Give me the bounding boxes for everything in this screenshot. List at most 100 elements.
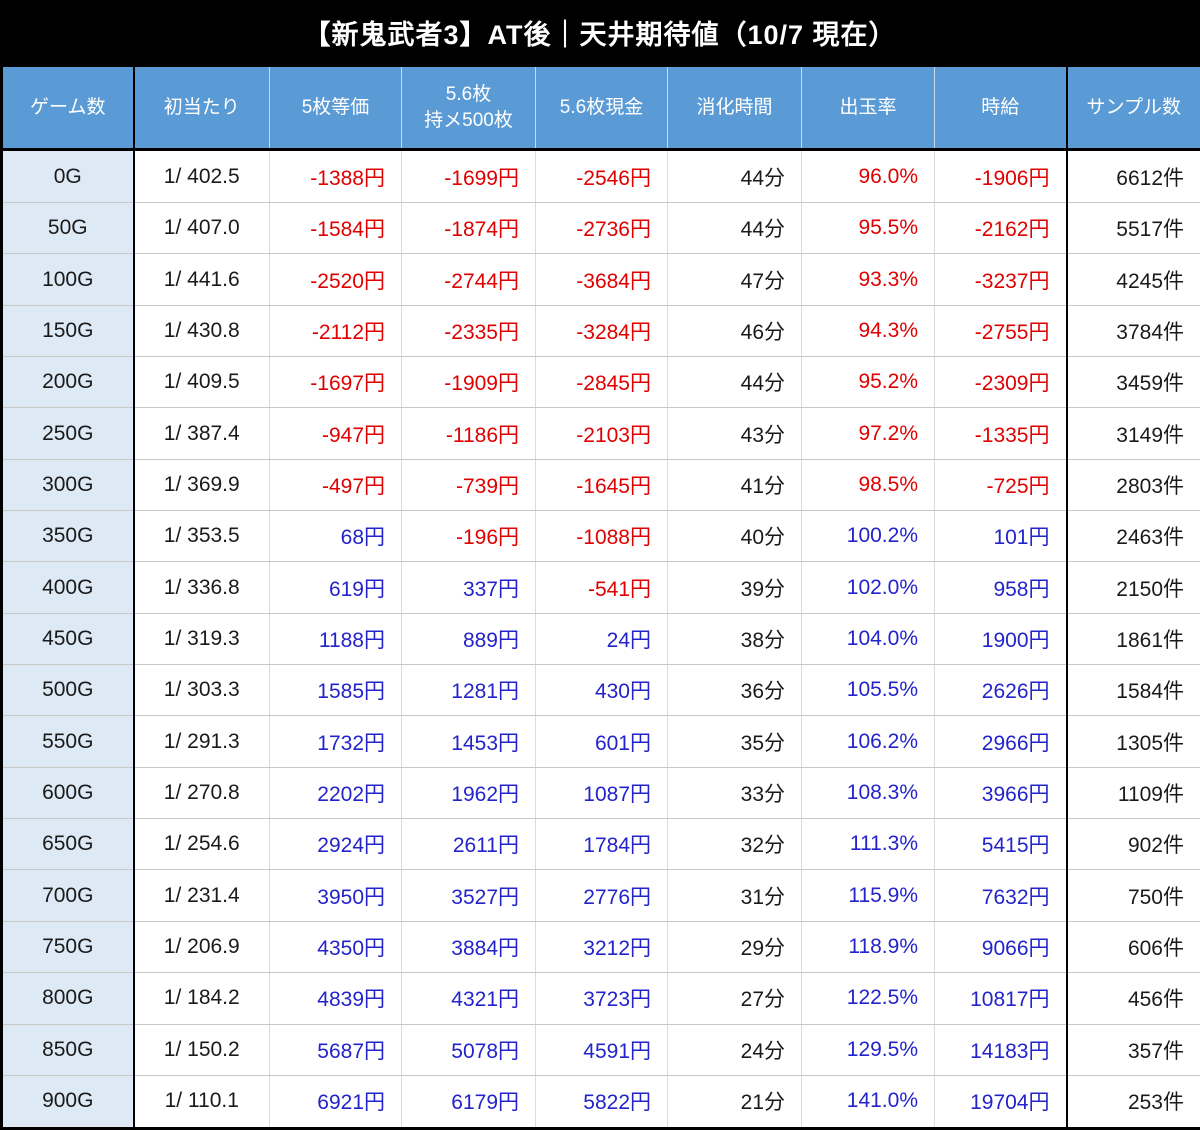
cell-games: 600G [1,767,135,820]
table-row: 550G 1/ 291.3 1732円 1453円 601円 35分 106.2% 2966円… [1,715,1200,768]
table-row: 0G 1/ 402.5 -1388円 -1699円 -2546円 44分 96.0% -190… [1,149,1200,203]
column-header-payout-rate: 出玉率 [801,65,935,151]
cell-cash-5-6: 1784円 [535,818,668,871]
cell-games: 750G [1,921,135,974]
cell-hold-5-6: -1909円 [401,356,536,409]
cell-games: 0G [1,149,135,203]
cell-cash-5-6: -3284円 [535,305,668,358]
cell-payout-rate: 97.2% [801,407,935,460]
cell-equiv-5: 3950円 [269,869,402,922]
cell-equiv-5: -1584円 [269,202,402,255]
cell-cash-5-6: -2103円 [535,407,668,460]
table-row: 700G 1/ 231.4 3950円 3527円 2776円 31分 115.9% 7632… [1,869,1200,922]
table-row: 850G 1/ 150.2 5687円 5078円 4591円 24分 129.5% 1418… [1,1024,1200,1076]
cell-hold-5-6: 6179円 [401,1075,536,1129]
column-header-time: 消化時間 [667,65,802,151]
table-row: 450G 1/ 319.3 1188円 889円 24円 38分 104.0% 1900円 18… [1,613,1200,666]
cell-hourly: 3966円 [934,767,1068,820]
cell-games: 700G [1,869,135,922]
cell-hourly: 5415円 [934,818,1068,871]
cell-time: 29分 [667,921,802,974]
table-row: 900G 1/ 110.1 6921円 6179円 5822円 21分 141.0% 1970… [1,1075,1200,1129]
cell-samples: 2150件 [1066,561,1200,614]
cell-first-hit: 1/ 441.6 [133,253,270,306]
cell-first-hit: 1/ 231.4 [133,869,270,922]
cell-equiv-5: 619円 [269,561,402,614]
cell-payout-rate: 95.2% [801,356,935,409]
cell-first-hit: 1/ 254.6 [133,818,270,871]
cell-hold-5-6: -1186円 [401,407,536,460]
cell-hold-5-6: 889円 [401,613,536,666]
cell-samples: 456件 [1066,972,1200,1025]
cell-games: 200G [1,356,135,409]
cell-first-hit: 1/ 303.3 [133,664,270,717]
cell-cash-5-6: 4591円 [535,1024,668,1076]
header-row: ゲーム数 初当たり 5枚等価 5.6枚 持メ500枚 5.6枚現金 消化時間 出玉率 時給 サン… [1,65,1200,151]
column-header-equiv-5: 5枚等価 [269,65,402,151]
cell-hourly: -1335円 [934,407,1068,460]
cell-first-hit: 1/ 150.2 [133,1024,270,1076]
cell-hourly: -2309円 [934,356,1068,409]
table-row: 800G 1/ 184.2 4839円 4321円 3723円 27分 122.5% 1081… [1,972,1200,1025]
table-body: 0G 1/ 402.5 -1388円 -1699円 -2546円 44分 96.0% -190… [1,149,1200,1129]
cell-hold-5-6: 1453円 [401,715,536,768]
cell-cash-5-6: 24円 [535,613,668,666]
cell-time: 32分 [667,818,802,871]
table-row: 200G 1/ 409.5 -1697円 -1909円 -2845円 44分 95.2% -2… [1,356,1200,409]
cell-hourly: 7632円 [934,869,1068,922]
cell-first-hit: 1/ 270.8 [133,767,270,820]
cell-games: 150G [1,305,135,358]
cell-hold-5-6: 1281円 [401,664,536,717]
cell-payout-rate: 115.9% [801,869,935,922]
cell-hourly: 19704円 [934,1075,1068,1129]
cell-cash-5-6: -2546円 [535,149,668,203]
cell-payout-rate: 102.0% [801,561,935,614]
cell-payout-rate: 98.5% [801,459,935,512]
cell-payout-rate: 108.3% [801,767,935,820]
cell-time: 46分 [667,305,802,358]
cell-samples: 1861件 [1066,613,1200,666]
cell-samples: 1109件 [1066,767,1200,820]
column-header-cash-5-6: 5.6枚現金 [535,65,668,151]
cell-hold-5-6: 337円 [401,561,536,614]
cell-cash-5-6: 2776円 [535,869,668,922]
cell-samples: 253件 [1066,1075,1200,1129]
cell-hourly: -2162円 [934,202,1068,255]
cell-time: 36分 [667,664,802,717]
cell-hourly: 101円 [934,510,1068,563]
cell-samples: 2803件 [1066,459,1200,512]
cell-hold-5-6: 4321円 [401,972,536,1025]
cell-equiv-5: 4350円 [269,921,402,974]
cell-hourly: 9066円 [934,921,1068,974]
column-header-samples: サンプル数 [1066,65,1200,151]
table-row: 350G 1/ 353.5 68円 -196円 -1088円 40分 100.2% 101円 2… [1,510,1200,563]
cell-cash-5-6: 1087円 [535,767,668,820]
cell-cash-5-6: 3212円 [535,921,668,974]
cell-first-hit: 1/ 291.3 [133,715,270,768]
cell-hold-5-6: 3527円 [401,869,536,922]
cell-equiv-5: 2924円 [269,818,402,871]
cell-first-hit: 1/ 206.9 [133,921,270,974]
column-header-games: ゲーム数 [1,65,135,151]
cell-payout-rate: 94.3% [801,305,935,358]
cell-equiv-5: 4839円 [269,972,402,1025]
cell-first-hit: 1/ 407.0 [133,202,270,255]
cell-time: 31分 [667,869,802,922]
cell-games: 450G [1,613,135,666]
cell-equiv-5: 6921円 [269,1075,402,1129]
cell-games: 800G [1,972,135,1025]
cell-hourly: -2755円 [934,305,1068,358]
cell-games: 650G [1,818,135,871]
cell-samples: 1584件 [1066,664,1200,717]
cell-cash-5-6: 5822円 [535,1075,668,1129]
cell-equiv-5: 1188円 [269,613,402,666]
cell-cash-5-6: -2845円 [535,356,668,409]
cell-hold-5-6: -196円 [401,510,536,563]
cell-cash-5-6: -1645円 [535,459,668,512]
cell-games: 50G [1,202,135,255]
cell-games: 350G [1,510,135,563]
column-header-first-hit: 初当たり [133,65,270,151]
table-row: 600G 1/ 270.8 2202円 1962円 1087円 33分 108.3% 3966… [1,767,1200,820]
cell-samples: 1305件 [1066,715,1200,768]
cell-equiv-5: -2520円 [269,253,402,306]
